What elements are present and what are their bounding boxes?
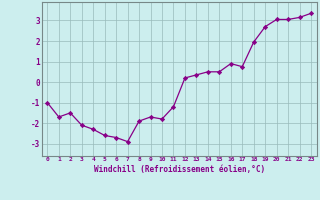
X-axis label: Windchill (Refroidissement éolien,°C): Windchill (Refroidissement éolien,°C) bbox=[94, 165, 265, 174]
